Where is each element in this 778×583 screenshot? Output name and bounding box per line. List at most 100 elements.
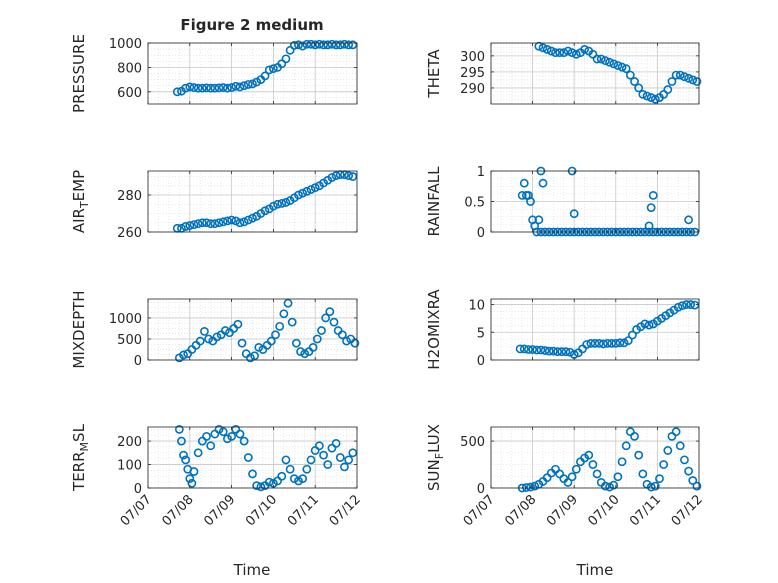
data-point bbox=[611, 338, 621, 348]
data-point bbox=[235, 429, 245, 439]
data-point bbox=[246, 353, 255, 363]
data-point bbox=[634, 83, 644, 93]
data-point bbox=[638, 469, 648, 479]
data-point bbox=[298, 188, 308, 198]
axes-box bbox=[147, 42, 358, 105]
y-tick-label: 500 bbox=[460, 435, 485, 450]
data-point bbox=[231, 81, 241, 91]
data-point bbox=[197, 83, 207, 93]
data-point bbox=[671, 427, 681, 437]
data-point bbox=[200, 326, 209, 336]
data-point bbox=[314, 39, 324, 49]
data-point bbox=[586, 338, 596, 348]
data-point bbox=[628, 330, 637, 340]
data-point bbox=[306, 455, 316, 465]
data-point bbox=[195, 336, 205, 346]
data-point bbox=[590, 338, 600, 348]
data-point bbox=[271, 330, 280, 340]
data-point bbox=[650, 94, 660, 104]
data-point bbox=[264, 65, 274, 75]
data-point bbox=[609, 59, 619, 69]
data-point bbox=[567, 472, 577, 482]
data-point bbox=[260, 206, 270, 216]
data-point bbox=[294, 190, 303, 200]
data-point bbox=[250, 351, 259, 361]
data-point bbox=[218, 83, 228, 92]
axes-box bbox=[147, 170, 358, 233]
data-point bbox=[248, 469, 257, 479]
data-point bbox=[296, 347, 305, 356]
data-point bbox=[517, 190, 527, 200]
data-point bbox=[675, 70, 685, 80]
data-point bbox=[592, 469, 602, 479]
data-point bbox=[277, 198, 287, 208]
data-point bbox=[617, 62, 627, 72]
y-axis-label-mixdepth: MIXDEPTH bbox=[70, 290, 88, 368]
data-point bbox=[281, 455, 291, 465]
data-point bbox=[644, 320, 654, 330]
data-point bbox=[227, 431, 236, 441]
data-point bbox=[312, 334, 322, 344]
data-point bbox=[243, 80, 253, 89]
data-point bbox=[210, 83, 220, 93]
data-point bbox=[584, 450, 594, 460]
data-point bbox=[202, 431, 211, 441]
data-point bbox=[621, 64, 631, 74]
data-point bbox=[596, 54, 606, 64]
data-point bbox=[327, 39, 337, 49]
y-tick-label: 0 bbox=[477, 482, 485, 497]
x-tick-label: 07/11 bbox=[285, 492, 322, 529]
y-tick-label: 260 bbox=[117, 226, 142, 241]
data-point bbox=[646, 203, 656, 212]
subplot-rainfall: 0 0.5 1 RAINFALL bbox=[425, 165, 700, 241]
data-point bbox=[519, 344, 529, 354]
data-point bbox=[640, 319, 650, 329]
data-point bbox=[327, 173, 337, 182]
data-point bbox=[283, 298, 293, 308]
data-point bbox=[202, 83, 211, 93]
data-point bbox=[233, 319, 243, 329]
y-axis-label-h2omixra: H2OMIXRA bbox=[425, 289, 443, 370]
y-axis-label-theta: THETA bbox=[425, 49, 443, 99]
data-point bbox=[625, 70, 635, 80]
data-point bbox=[218, 217, 228, 227]
x-tick-label: 07/12 bbox=[669, 492, 706, 529]
data-point bbox=[335, 40, 345, 50]
data-point bbox=[172, 87, 182, 97]
data-point bbox=[340, 39, 349, 49]
data-point bbox=[623, 336, 633, 345]
data-point bbox=[613, 472, 623, 482]
data-point bbox=[605, 482, 614, 492]
data-point bbox=[310, 40, 320, 50]
data-point bbox=[235, 218, 245, 228]
data-point bbox=[682, 300, 691, 309]
y-tick-label: 0 bbox=[477, 354, 485, 369]
data-point bbox=[646, 482, 656, 492]
data-point bbox=[243, 453, 253, 462]
data-point bbox=[337, 330, 347, 340]
data-point bbox=[248, 79, 257, 89]
data-point bbox=[524, 345, 533, 354]
data-point bbox=[598, 339, 608, 349]
data-point bbox=[287, 317, 297, 327]
data-point bbox=[646, 93, 656, 102]
data-point bbox=[325, 307, 335, 317]
data-point bbox=[214, 218, 224, 228]
data-point bbox=[193, 83, 203, 93]
subplot-h2omixra: 0 5 10 H2OMIXRA bbox=[425, 289, 700, 370]
axes-box bbox=[490, 426, 700, 489]
y-tick-label: 5 bbox=[477, 326, 485, 341]
data-point bbox=[561, 347, 571, 357]
data-point bbox=[563, 477, 573, 487]
data-point bbox=[528, 345, 537, 354]
data-point bbox=[331, 171, 341, 181]
data-point bbox=[235, 82, 245, 92]
data-point bbox=[289, 41, 299, 50]
data-point bbox=[193, 448, 203, 458]
data-point bbox=[317, 326, 326, 335]
data-point bbox=[239, 217, 249, 227]
x-tick-label: 07/10 bbox=[586, 492, 623, 529]
data-point bbox=[302, 186, 312, 196]
data-point bbox=[277, 471, 287, 481]
data-point bbox=[319, 450, 328, 460]
